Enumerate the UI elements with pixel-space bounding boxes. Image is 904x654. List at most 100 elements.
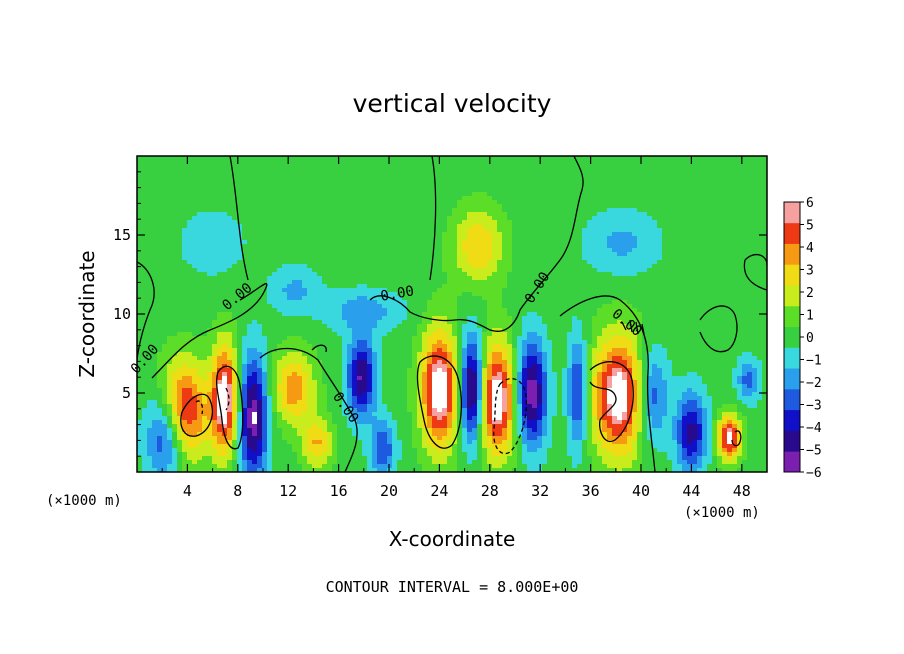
heat-cell [732,268,738,273]
heat-cell [397,208,403,213]
heat-cell [402,156,408,161]
heat-cell [247,240,253,245]
heat-cell [257,164,263,169]
heat-cell [142,244,148,249]
heat-cell [717,220,723,225]
heat-cell [762,272,767,277]
heat-cell [587,272,593,277]
heat-cell [502,156,508,161]
heat-cell [542,268,548,273]
heat-cell [722,224,728,229]
heat-cell [267,184,273,189]
heat-cell [562,176,568,181]
heat-cell [552,236,558,241]
heat-cell [457,300,463,305]
heat-cell [572,264,578,269]
heat-cell [592,296,598,301]
heat-cell [387,228,393,233]
heat-cell [422,280,428,285]
heat-cell [392,292,398,297]
heat-cell [457,164,463,169]
heat-cell [547,208,553,213]
heat-cell [337,244,343,249]
heat-cell [622,296,628,301]
heat-cell [657,240,663,245]
heat-cell [262,160,268,165]
heat-cell [512,196,518,201]
heat-cell [697,160,703,165]
heat-cell [167,212,173,217]
heat-cell [737,276,743,281]
heat-cell [372,200,378,205]
heat-cell [172,244,178,249]
heat-cell [142,288,148,293]
heat-cell [237,168,243,173]
heat-cell [437,308,443,313]
heat-cell [287,260,293,265]
heat-cell [457,232,463,237]
heat-cell [727,200,733,205]
heat-cell [392,164,398,169]
heat-cell [627,192,633,197]
heat-cell [752,196,758,201]
heat-cell [582,296,588,301]
heat-cell [192,264,198,269]
heat-cell [512,292,518,297]
heat-cell [302,272,308,277]
heat-cell [742,224,748,229]
heat-cell [182,248,188,253]
heat-cell [717,192,723,197]
heat-cell [697,296,703,301]
heat-cell [407,156,413,161]
heat-cell [702,248,708,253]
heat-cell [532,240,538,245]
heat-cell [477,284,483,289]
heat-cell [337,312,343,317]
heat-cell [517,272,523,277]
heat-cell [722,308,728,313]
heat-cell [297,188,303,193]
heat-cell [687,240,693,245]
heat-cell [527,268,533,273]
heat-cell [137,172,143,177]
heat-cell [577,184,583,189]
heat-cell [172,288,178,293]
heat-cell [217,236,223,241]
heat-cell [267,312,273,317]
heat-cell [187,264,193,269]
heat-cell [712,260,718,265]
heat-cell [297,192,303,197]
heat-cell [667,228,673,233]
heat-cell [202,272,208,277]
heat-cell [422,264,428,269]
heat-cell [262,272,268,277]
heat-cell [742,256,748,261]
heat-cell [562,308,568,313]
heat-cell [597,224,603,229]
heat-cell [402,216,408,221]
heat-cell [667,204,673,209]
heat-cell [412,284,418,289]
heat-cell [297,228,303,233]
heat-cell [507,284,513,289]
heat-cell [747,264,753,269]
heat-cell [392,296,398,301]
heat-cell [222,200,228,205]
heat-cell [562,196,568,201]
heat-cell [442,272,448,277]
heat-cell [342,244,348,249]
heat-cell [192,228,198,233]
heat-cell [662,172,668,177]
heat-cell [537,192,543,197]
heat-cell [412,204,418,209]
heat-cell [242,308,248,313]
heat-cell [452,288,458,293]
heat-cell [552,244,558,249]
heat-cell [337,292,343,297]
heat-cell [647,292,653,297]
heat-cell [172,260,178,265]
heat-cell [752,284,758,289]
heat-cell [747,288,753,293]
heat-cell [622,180,628,185]
heat-cell [457,216,463,221]
